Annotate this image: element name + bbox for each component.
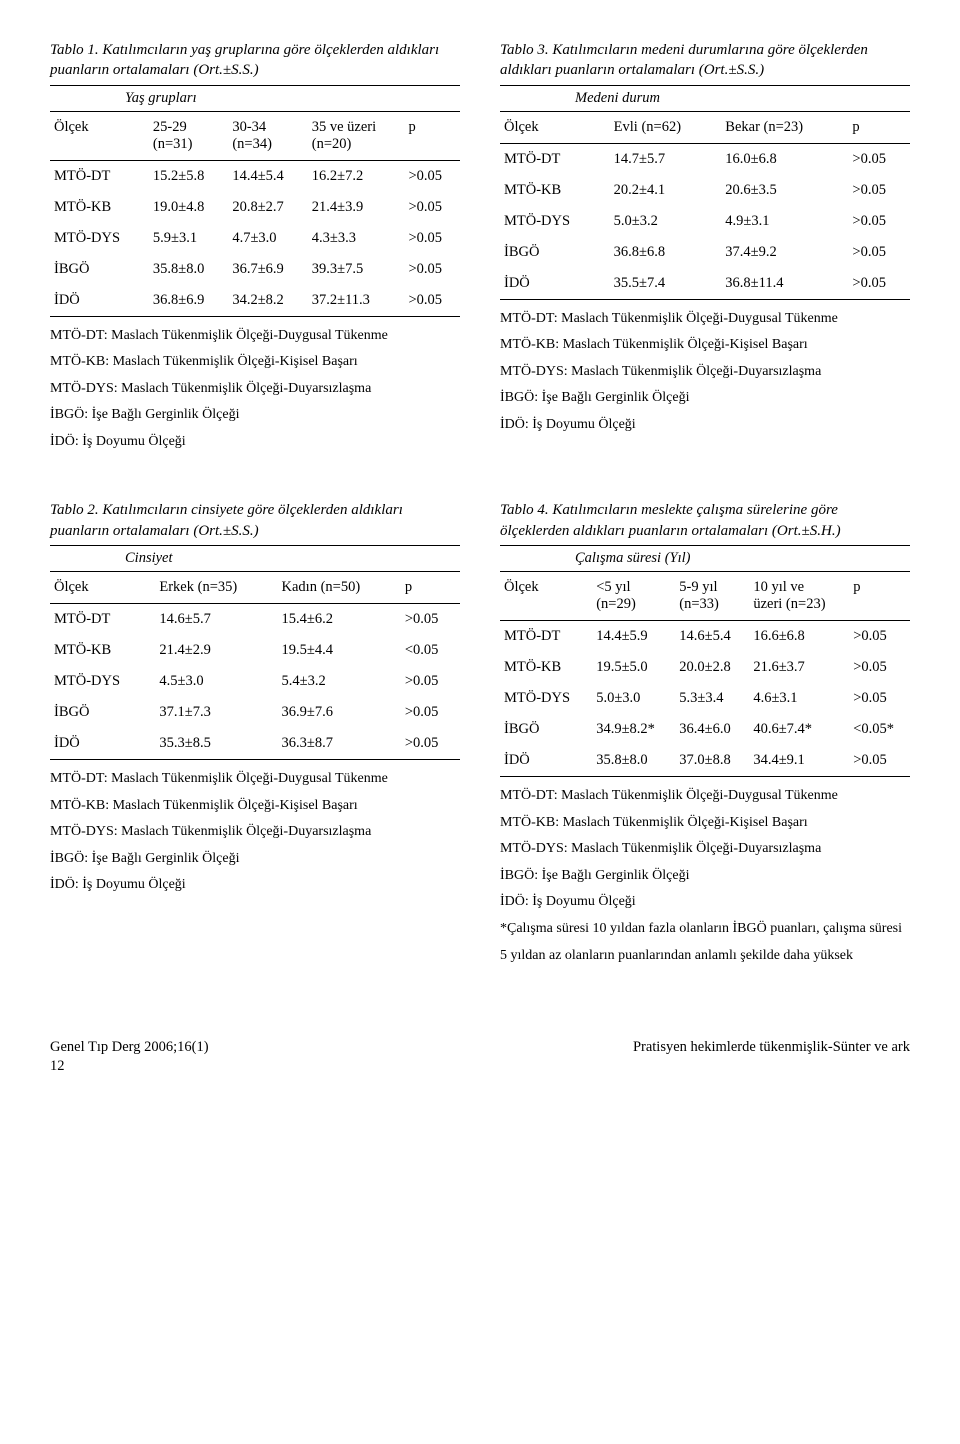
table-2-grid: Ölçek Erkek (n=35) Kadın (n=50) p MTÖ-DT… xyxy=(50,572,460,760)
table-1: Tablo 1. Katılımcıların yaş gruplarına g… xyxy=(50,40,460,455)
col-head: 10 yıl ve üzeri (n=23) xyxy=(749,572,849,621)
table-header-row: Ölçek <5 yıl (n=29) 5-9 yıl (n=33) 10 yı… xyxy=(500,572,910,621)
table-row: MTÖ-DYS5.0±3.24.9±3.1>0.05 xyxy=(500,206,910,237)
col-head: 5-9 yıl (n=33) xyxy=(675,572,749,621)
table-4-title: Tablo 4. Katılımcıların meslekte çalışma… xyxy=(500,500,910,541)
table-4-legend: MTÖ-DT: Maslach Tükenmişlik Ölçeği-Duygu… xyxy=(500,783,910,969)
col-head: Ölçek xyxy=(500,572,592,621)
table-row: MTÖ-DYS5.9±3.14.7±3.04.3±3.3>0.05 xyxy=(50,223,460,254)
table-row: İBGÖ36.8±6.837.4±9.2>0.05 xyxy=(500,237,910,268)
col-head: Ölçek xyxy=(500,112,610,144)
table-3-legend: MTÖ-DT: Maslach Tükenmişlik Ölçeği-Duygu… xyxy=(500,306,910,439)
table-header-row: Ölçek Erkek (n=35) Kadın (n=50) p xyxy=(50,572,460,604)
table-row: İBGÖ37.1±7.336.9±7.6>0.05 xyxy=(50,697,460,728)
table-row: İDÖ35.8±8.037.0±8.834.4±9.1>0.05 xyxy=(500,745,910,777)
page-number: 12 xyxy=(50,1058,209,1075)
table-3-grid: Ölçek Evli (n=62) Bekar (n=23) p MTÖ-DT1… xyxy=(500,112,910,300)
table-4-grid: Ölçek <5 yıl (n=29) 5-9 yıl (n=33) 10 yı… xyxy=(500,572,910,777)
table-row: MTÖ-DT14.6±5.715.4±6.2>0.05 xyxy=(50,603,460,635)
table-4-subhead: Çalışma süresi (Yıl) xyxy=(500,545,910,572)
table-row: MTÖ-DT14.4±5.914.6±5.416.6±6.8>0.05 xyxy=(500,620,910,652)
table-1-grid: Ölçek 25-29 (n=31) 30-34 (n=34) 35 ve üz… xyxy=(50,112,460,317)
table-row: MTÖ-KB19.5±5.020.0±2.821.6±3.7>0.05 xyxy=(500,652,910,683)
table-4: Tablo 4. Katılımcıların meslekte çalışma… xyxy=(500,500,910,969)
page-footer: Genel Tıp Derg 2006;16(1) 12 Pratisyen h… xyxy=(50,1039,910,1075)
table-row: İDÖ36.8±6.934.2±8.237.2±11.3>0.05 xyxy=(50,285,460,317)
table-2-subhead: Cinsiyet xyxy=(50,545,460,572)
table-row: İDÖ35.5±7.436.8±11.4>0.05 xyxy=(500,268,910,300)
table-1-legend: MTÖ-DT: Maslach Tükenmişlik Ölçeği-Duygu… xyxy=(50,323,460,456)
table-row: İBGÖ35.8±8.036.7±6.939.3±7.5>0.05 xyxy=(50,254,460,285)
table-1-subhead: Yaş grupları xyxy=(50,85,460,112)
table-row: MTÖ-DT15.2±5.814.4±5.416.2±7.2>0.05 xyxy=(50,160,460,192)
table-row: İDÖ35.3±8.536.3±8.7>0.05 xyxy=(50,728,460,760)
table-2-title: Tablo 2. Katılımcıların cinsiyete göre ö… xyxy=(50,500,460,541)
table-1-title: Tablo 1. Katılımcıların yaş gruplarına g… xyxy=(50,40,460,81)
table-4-note: *Çalışma süresi 10 yıldan fazla olanları… xyxy=(500,921,902,963)
col-head: Bekar (n=23) xyxy=(721,112,848,144)
col-head: p xyxy=(404,112,460,161)
col-head: Kadın (n=50) xyxy=(278,572,401,604)
table-3-title: Tablo 3. Katılımcıların medeni durumları… xyxy=(500,40,910,81)
table-row: MTÖ-KB20.2±4.120.6±3.5>0.05 xyxy=(500,175,910,206)
table-2-legend: MTÖ-DT: Maslach Tükenmişlik Ölçeği-Duygu… xyxy=(50,766,460,899)
footer-left: Genel Tıp Derg 2006;16(1) xyxy=(50,1039,209,1055)
col-head: p xyxy=(401,572,460,604)
table-header-row: Ölçek 25-29 (n=31) 30-34 (n=34) 35 ve üz… xyxy=(50,112,460,161)
table-header-row: Ölçek Evli (n=62) Bekar (n=23) p xyxy=(500,112,910,144)
table-row: MTÖ-KB19.0±4.820.8±2.721.4±3.9>0.05 xyxy=(50,192,460,223)
table-row: MTÖ-DT14.7±5.716.0±6.8>0.05 xyxy=(500,143,910,175)
table-row: MTÖ-KB21.4±2.919.5±4.4<0.05 xyxy=(50,635,460,666)
col-head: Erkek (n=35) xyxy=(155,572,277,604)
table-row: MTÖ-DYS5.0±3.05.3±3.44.6±3.1>0.05 xyxy=(500,683,910,714)
table-3-subhead: Medeni durum xyxy=(500,85,910,112)
col-head: Evli (n=62) xyxy=(610,112,722,144)
table-2: Tablo 2. Katılımcıların cinsiyete göre ö… xyxy=(50,500,460,969)
table-3: Tablo 3. Katılımcıların medeni durumları… xyxy=(500,40,910,455)
col-head: 25-29 (n=31) xyxy=(149,112,228,161)
table-row: İBGÖ34.9±8.2*36.4±6.040.6±7.4*<0.05* xyxy=(500,714,910,745)
table-row: MTÖ-DYS4.5±3.05.4±3.2>0.05 xyxy=(50,666,460,697)
col-head: 30-34 (n=34) xyxy=(228,112,307,161)
footer-right: Pratisyen hekimlerde tükenmişlik-Sünter … xyxy=(633,1039,910,1075)
col-head: p xyxy=(848,112,910,144)
col-head: Ölçek xyxy=(50,572,155,604)
col-head: Ölçek xyxy=(50,112,149,161)
col-head: p xyxy=(849,572,910,621)
col-head: 35 ve üzeri (n=20) xyxy=(308,112,405,161)
col-head: <5 yıl (n=29) xyxy=(592,572,675,621)
